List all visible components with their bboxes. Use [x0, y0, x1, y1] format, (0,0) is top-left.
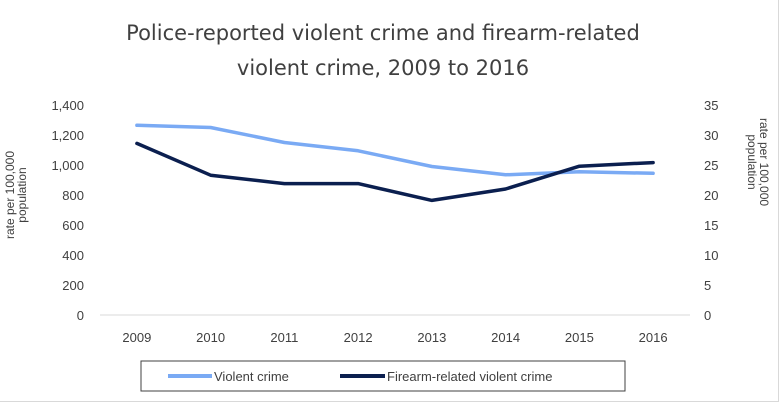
x-tick-label: 2010 — [196, 330, 225, 345]
left-axis-title-line-2: population — [15, 167, 29, 222]
series-line-firearm-related-violent-crime — [135, 141, 655, 203]
left-tick-label: 400 — [62, 248, 84, 263]
legend: Violent crime Firearm-related violent cr… — [140, 360, 626, 392]
right-axis-title-line-2: population — [745, 134, 759, 189]
right-axis-title-line-1: rate per 100,000 — [757, 118, 771, 206]
chart-title-line-1: Police-reported violent crime and firear… — [126, 21, 640, 45]
right-tick-label: 25 — [704, 158, 718, 173]
right-tick-label: 0 — [704, 308, 711, 323]
right-tick-label: 20 — [704, 188, 718, 203]
right-tick-label: 10 — [704, 248, 718, 263]
left-axis-title-line-1: rate per 100,000 — [3, 151, 17, 239]
left-tick-label: 200 — [62, 278, 84, 293]
x-tick-label: 2009 — [122, 330, 151, 345]
right-axis-title: rate per 100,000 population — [745, 118, 771, 206]
right-tick-label: 35 — [704, 98, 718, 113]
left-tick-label: 600 — [62, 218, 84, 233]
x-tick-label: 2014 — [491, 330, 520, 345]
legend-label-firearm-related-violent-crime: Firearm-related violent crime — [387, 369, 552, 384]
left-tick-label: 0 — [77, 308, 84, 323]
legend-label-violent-crime: Violent crime — [214, 369, 289, 384]
right-tick-label: 30 — [704, 128, 718, 143]
x-tick-label: 2012 — [344, 330, 373, 345]
series-line-violent-crime — [135, 123, 655, 177]
left-tick-label: 1,400 — [51, 98, 84, 113]
x-tick-label: 2011 — [270, 330, 298, 345]
x-tick-label: 2013 — [417, 330, 446, 345]
right-tick-label: 5 — [704, 278, 711, 293]
left-tick-label: 1,000 — [51, 158, 84, 173]
chart-title-line-2: violent crime, 2009 to 2016 — [237, 56, 529, 80]
x-tick-label: 2016 — [639, 330, 668, 345]
plot-area: 0 200 400 600 800 1,000 1,200 1,400 0 5 10 15 20 25 30… — [51, 98, 718, 345]
left-tick-label: 1,200 — [51, 128, 84, 143]
left-axis-title: rate per 100,000 population — [3, 151, 29, 239]
right-tick-label: 15 — [704, 218, 718, 233]
x-tick-label: 2015 — [565, 330, 594, 345]
left-tick-label: 800 — [62, 188, 84, 203]
